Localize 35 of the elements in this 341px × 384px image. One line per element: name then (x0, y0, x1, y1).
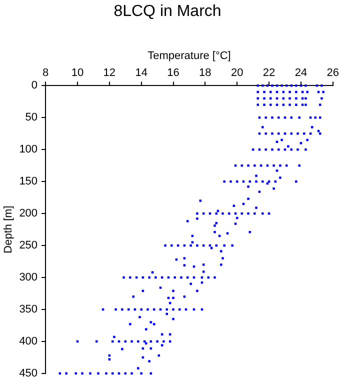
y-axis-title: Depth [m] (2, 206, 15, 254)
point (248, 230, 252, 234)
x-tick-label: 20 (230, 67, 244, 80)
x-tick-label: 10 (71, 67, 84, 80)
y-tick-label: 450 (19, 367, 38, 380)
point (269, 97, 272, 100)
y-tick-label: 200 (19, 208, 38, 220)
y-tick-label: 150 (19, 176, 38, 188)
point (290, 132, 293, 135)
x-tick-label: 8 (42, 67, 49, 80)
x-tick-label: 12 (103, 67, 116, 80)
point (290, 84, 293, 87)
point (248, 180, 252, 183)
x-tick-label: 18 (199, 67, 212, 80)
x-tick-label: 24 (294, 67, 308, 80)
point (290, 148, 293, 151)
point (207, 276, 210, 279)
y-tick-label: 0 (31, 80, 38, 92)
x-tick-label: 16 (167, 67, 180, 80)
point (276, 140, 278, 144)
y-tick-label: 250 (19, 240, 38, 252)
y-tick-label: 300 (19, 272, 38, 284)
y-tick-label: 400 (19, 335, 38, 348)
point (269, 90, 272, 94)
point (186, 276, 189, 279)
y-tick-label: 50 (25, 112, 38, 124)
chart-title: 8LCQ in March (114, 3, 222, 20)
y-tick-label: 350 (19, 303, 38, 316)
x-tick-label: 26 (326, 67, 340, 80)
x-tick-label: 22 (262, 67, 276, 80)
x-tick-label: 14 (135, 67, 148, 80)
point (290, 116, 293, 119)
point (228, 212, 230, 215)
y-tick-label: 100 (19, 144, 38, 156)
x-axis-title: Temperature [°C] (148, 50, 231, 62)
